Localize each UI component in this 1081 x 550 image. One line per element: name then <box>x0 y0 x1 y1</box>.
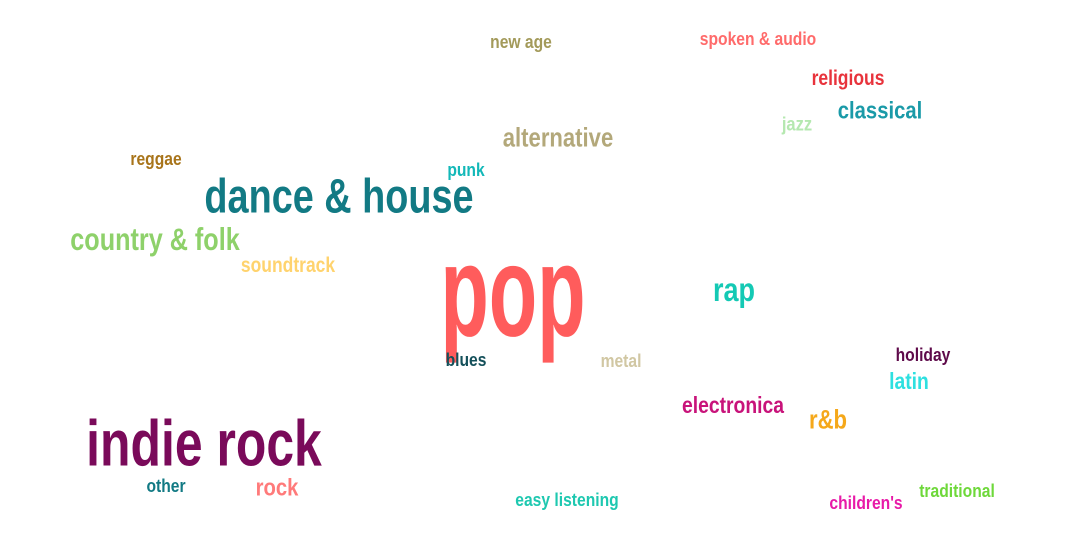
word-metal: metal <box>600 350 642 372</box>
word-indie-rock: indie rock <box>86 407 322 480</box>
word-jazz: jazz <box>781 113 813 135</box>
word-dance-house: dance & house <box>204 169 474 224</box>
word-rap: rap <box>712 272 756 309</box>
word-punk: punk <box>447 159 485 181</box>
word-holiday: holiday <box>895 344 951 366</box>
word-r-b: r&b <box>808 405 848 436</box>
word-easy-listening: easy listening <box>515 489 619 511</box>
word-religious: religious <box>811 67 885 91</box>
word-new-age: new age <box>490 31 552 53</box>
word-spoken-audio: spoken & audio <box>699 28 817 50</box>
word-children-s: children's <box>829 492 903 514</box>
word-reggae: reggae <box>130 148 182 170</box>
word-other: other <box>146 475 186 497</box>
word-rock: rock <box>255 473 299 502</box>
word-electronica: electronica <box>681 393 785 419</box>
word-pop: pop <box>440 218 586 364</box>
word-latin: latin <box>889 369 929 395</box>
word-alternative: alternative <box>502 123 614 154</box>
word-country-folk: country & folk <box>70 222 240 257</box>
word-soundtrack: soundtrack <box>240 254 336 278</box>
word-blues: blues <box>445 349 487 371</box>
word-traditional: traditional <box>919 480 995 502</box>
word-classical: classical <box>837 96 923 125</box>
